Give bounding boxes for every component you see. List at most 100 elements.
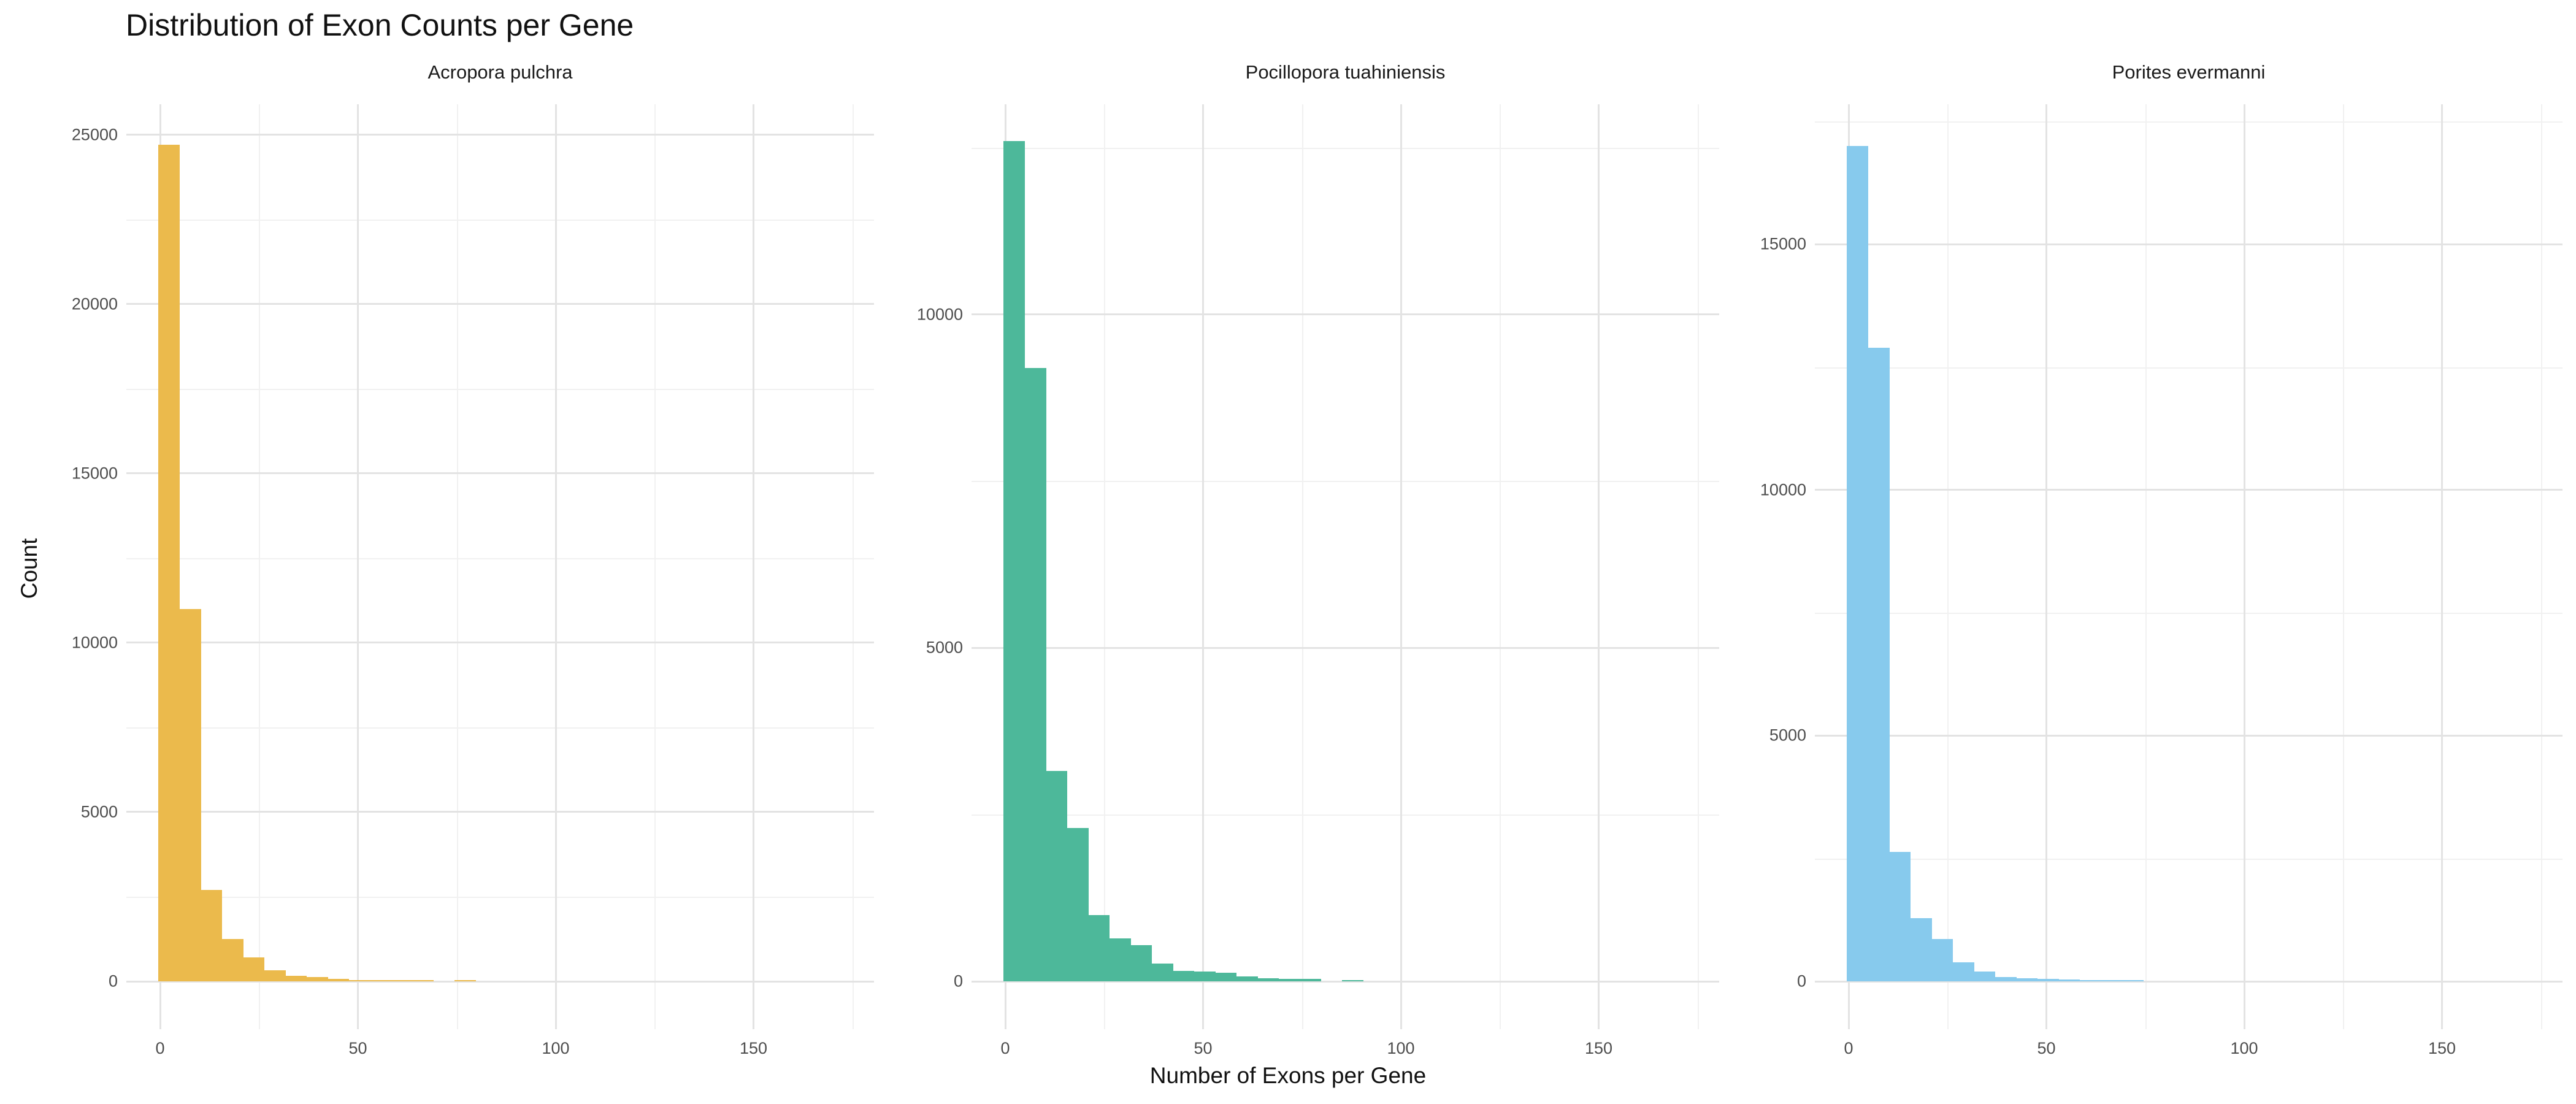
gridline-x-major (357, 104, 359, 1029)
histogram-bar (1024, 367, 1046, 981)
x-tick-label: 0 (155, 1039, 165, 1057)
histogram-bar (1215, 972, 1237, 981)
y-tick-label: 15000 (71, 464, 118, 483)
histogram-bar (1910, 918, 1932, 981)
gridline-x-minor (1301, 104, 1303, 1029)
x-tick-label: 150 (2428, 1039, 2456, 1057)
gridline-x-minor (852, 104, 854, 1029)
facet-strip-title: Acropora pulchra (427, 61, 573, 83)
x-tick-label: 150 (739, 1039, 768, 1057)
histogram-bar (306, 977, 328, 981)
y-tick-label: 0 (953, 972, 963, 991)
histogram-bar (1257, 978, 1279, 981)
gridline-x-major (753, 104, 754, 1029)
histogram-bar (348, 979, 370, 981)
gridline-x-major (1202, 104, 1204, 1029)
histogram-bar (370, 980, 392, 981)
histogram-bar (454, 980, 477, 981)
gridline-y-major (972, 646, 1719, 649)
y-tick-label: 10000 (916, 305, 963, 324)
gridline-y-major (972, 980, 1719, 983)
gridline-y-major (1815, 489, 2563, 491)
y-tick-label: 25000 (71, 125, 118, 144)
gridline-x-major (554, 104, 557, 1029)
histogram-bar (285, 975, 307, 981)
histogram-bar (2058, 979, 2080, 981)
gridline-x-major (1598, 104, 1600, 1029)
gridline-y-minor (126, 727, 874, 729)
gridline-y-major (126, 642, 874, 644)
histogram-bar (1003, 140, 1025, 981)
histogram-bar (1088, 915, 1110, 981)
gridline-y-major (972, 313, 1719, 316)
gridline-y-minor (972, 815, 1719, 816)
histogram-bar (1847, 146, 1869, 981)
histogram-bar (391, 980, 413, 981)
x-tick-label: 100 (542, 1039, 570, 1057)
gridline-y-minor (972, 147, 1719, 149)
y-tick-label: 10000 (1760, 480, 1806, 499)
y-tick-label: 15000 (1760, 234, 1806, 253)
histogram-bar (1974, 972, 1996, 981)
gridline-x-minor (1104, 104, 1106, 1029)
histogram-bar (1889, 851, 1911, 981)
histogram-bar (2122, 980, 2144, 981)
histogram-bar (328, 979, 350, 981)
gridline-y-major (1815, 980, 2563, 983)
histogram-bar (2016, 978, 2038, 981)
x-tick-label: 50 (1194, 1039, 1213, 1057)
histogram-bar (2101, 980, 2123, 981)
y-tick-label: 5000 (80, 802, 118, 821)
facet-strip-title: Pocillopora tuahiniensis (1245, 61, 1446, 83)
gridline-y-minor (126, 219, 874, 221)
histogram-bar (158, 145, 180, 981)
gridline-x-minor (1500, 104, 1501, 1029)
y-axis-title: Count (17, 538, 42, 599)
histogram-bar (243, 957, 265, 981)
histogram-bar (1995, 977, 2017, 981)
x-tick-label: 0 (1000, 1039, 1010, 1057)
gridline-y-major (126, 472, 874, 475)
x-tick-label: 0 (1844, 1039, 1853, 1057)
histogram-bar (179, 608, 201, 981)
facet-panel-acropora-pulchra: 0 5000 10000 15000 20000 25000 0 50 100 150 (72, 104, 874, 1057)
gridline-x-minor (2540, 104, 2542, 1029)
gridline-y-major (126, 134, 874, 136)
gridline-x-minor (456, 104, 458, 1029)
histogram-bar (1109, 938, 1131, 981)
histogram-bar (1952, 962, 1974, 981)
facet-panel-pocillopora-tuahiniensis: 0 5000 10000 0 50 100 150 (917, 104, 1719, 1057)
y-tick-label: 5000 (926, 638, 963, 657)
gridline-x-major (1400, 104, 1402, 1029)
histogram-bar (221, 938, 243, 981)
y-tick-label: 10000 (71, 633, 118, 652)
gridline-y-minor (1815, 858, 2563, 860)
gridline-y-major (126, 811, 874, 813)
y-tick-label: 0 (1796, 972, 1806, 991)
histogram-bar (201, 889, 223, 981)
histogram-bar (2079, 979, 2101, 981)
gridline-x-major (2243, 104, 2245, 1029)
gridline-y-major (1815, 243, 2563, 245)
histogram-bar (1130, 945, 1152, 981)
x-axis-title: Number of Exons per Gene (1149, 1063, 1427, 1088)
gridline-x-minor (1947, 104, 1949, 1029)
x-tick-label: 100 (2230, 1039, 2258, 1057)
histogram-bar (412, 980, 434, 981)
gridline-y-major (126, 980, 874, 983)
histogram-bar (1067, 827, 1089, 981)
gridline-x-minor (654, 104, 656, 1029)
facet-panel-porites-evermanni: 0 5000 10000 15000 0 50 100 150 (1760, 104, 2563, 1057)
gridline-y-minor (126, 388, 874, 390)
histogram-bar (1046, 771, 1068, 981)
x-tick-label: 50 (2037, 1039, 2056, 1057)
y-tick-label: 5000 (1769, 726, 1806, 745)
histogram-bar (1342, 980, 1364, 981)
x-tick-label: 50 (348, 1039, 367, 1057)
histogram-bar (2037, 978, 2059, 981)
histogram-bar (1151, 964, 1173, 981)
histogram-bar (1236, 976, 1258, 981)
histogram-bar (264, 970, 286, 981)
gridline-x-minor (2343, 104, 2345, 1029)
